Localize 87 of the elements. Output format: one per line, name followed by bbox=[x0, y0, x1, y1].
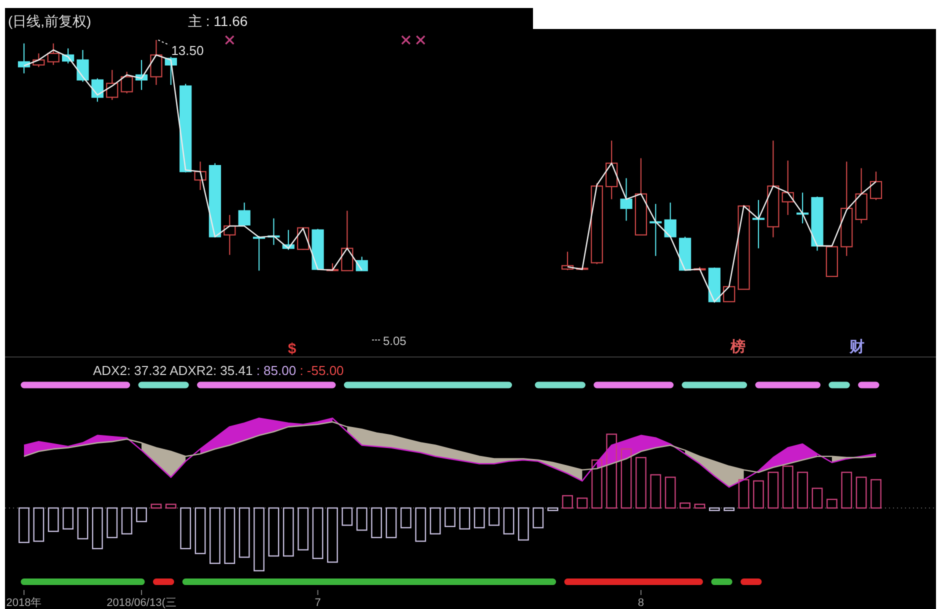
candlestick bbox=[224, 214, 236, 256]
bar bbox=[782, 466, 794, 509]
bar bbox=[826, 498, 838, 509]
x-tick-label: 2018/06/13(三 bbox=[106, 597, 176, 609]
candlestick bbox=[91, 78, 104, 102]
candlestick bbox=[76, 49, 89, 82]
bar bbox=[547, 507, 558, 512]
bar bbox=[856, 476, 867, 509]
candlestick bbox=[150, 39, 162, 86]
bar bbox=[724, 507, 735, 512]
annotation: 13.50 bbox=[171, 43, 204, 58]
bar bbox=[150, 504, 162, 509]
bar bbox=[768, 472, 779, 509]
bar bbox=[812, 488, 823, 509]
text: : -55.00 bbox=[296, 363, 344, 378]
bar bbox=[268, 507, 280, 557]
bar bbox=[386, 507, 397, 538]
bar bbox=[664, 476, 676, 509]
bar bbox=[694, 504, 706, 509]
x-tick-label: 2018年 bbox=[6, 597, 42, 609]
bar bbox=[620, 448, 632, 509]
bar bbox=[136, 507, 147, 522]
chart-title: (日线,前复权) bbox=[8, 13, 92, 29]
text: : 85.00 bbox=[252, 363, 296, 378]
bar bbox=[650, 474, 662, 509]
candlestick bbox=[606, 140, 618, 200]
bar bbox=[797, 472, 808, 509]
candlestick bbox=[782, 160, 794, 216]
bar bbox=[18, 507, 30, 544]
text: $ bbox=[288, 340, 297, 358]
bar bbox=[708, 507, 720, 512]
x-tick-label: 8 bbox=[638, 597, 644, 609]
text: ADXR2: 35.41 bbox=[166, 363, 253, 378]
candlestick bbox=[194, 161, 206, 191]
text: 5.05 bbox=[383, 334, 407, 348]
bar bbox=[62, 507, 74, 530]
bar bbox=[680, 502, 690, 509]
bar bbox=[503, 507, 514, 534]
bar bbox=[298, 507, 309, 550]
bar bbox=[474, 507, 485, 528]
bar bbox=[165, 504, 176, 509]
bar bbox=[591, 459, 602, 509]
text: 主 : 11.66 bbox=[188, 13, 248, 29]
bar bbox=[282, 507, 294, 557]
bar bbox=[327, 507, 338, 563]
candlestick bbox=[238, 202, 250, 227]
bar bbox=[488, 507, 500, 526]
bar bbox=[400, 507, 412, 528]
bar bbox=[415, 507, 426, 542]
bar bbox=[753, 480, 764, 509]
candlestick bbox=[664, 202, 676, 238]
bar bbox=[92, 507, 103, 550]
bar bbox=[48, 507, 59, 532]
bar bbox=[518, 507, 529, 541]
bar bbox=[210, 507, 220, 564]
bar bbox=[238, 507, 250, 558]
candlestick bbox=[767, 140, 780, 238]
bar bbox=[738, 479, 750, 509]
candlestick bbox=[620, 178, 632, 222]
bar bbox=[430, 507, 441, 534]
bar bbox=[342, 507, 353, 526]
bar bbox=[33, 507, 44, 542]
candlestick bbox=[840, 161, 853, 256]
bar bbox=[356, 507, 368, 531]
bar bbox=[444, 507, 456, 528]
bar bbox=[194, 507, 206, 554]
bar bbox=[636, 456, 646, 509]
bar bbox=[121, 507, 132, 534]
bar bbox=[106, 507, 118, 538]
bar bbox=[224, 507, 236, 564]
text: ADX2: 37.32 bbox=[93, 363, 167, 378]
bar bbox=[562, 495, 573, 509]
x-tick-label: 7 bbox=[314, 597, 321, 609]
bar bbox=[870, 479, 882, 509]
bar bbox=[371, 507, 382, 538]
bar bbox=[77, 507, 88, 540]
bar bbox=[180, 507, 192, 550]
candlestick bbox=[650, 203, 662, 256]
bar bbox=[576, 498, 588, 509]
bar bbox=[459, 507, 470, 530]
bar bbox=[841, 472, 852, 509]
bar bbox=[606, 434, 618, 509]
bar bbox=[312, 507, 324, 560]
bar bbox=[254, 507, 264, 572]
bar bbox=[532, 507, 544, 528]
text: 榜 bbox=[730, 338, 746, 356]
text: 财 bbox=[848, 338, 864, 356]
